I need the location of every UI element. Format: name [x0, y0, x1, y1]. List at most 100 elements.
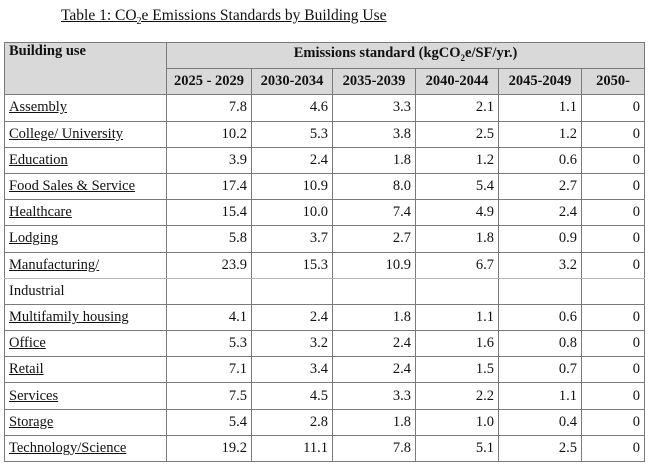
building-use-cell: Industrial: [4, 277, 167, 305]
table-row: College/ University 10.2 5.3 3.8 2.5 1.2 0: [4, 120, 646, 148]
table-row: Multifamily housing 4.1 2.4 1.8 1.1 0.6 0: [4, 303, 646, 332]
emission-value-cell: 19.2: [166, 434, 252, 463]
emission-value-cell: 4.9: [415, 199, 499, 227]
emission-value-cell: 17.4: [166, 172, 252, 201]
emission-value-cell: 1.0: [415, 408, 499, 436]
emission-value-cell: 2.1: [415, 94, 499, 122]
caption-suffix: e Emissions Standards by Building Use: [141, 7, 387, 24]
emission-value-cell: 0: [580, 225, 646, 253]
building-use-cell: Lodging: [4, 225, 167, 253]
header-row-2: 2025 - 2029 2030-2034 2035-2039 2040-204…: [5, 68, 646, 96]
emission-value-cell: 2.7: [332, 225, 416, 253]
emission-value-cell: 2.4: [251, 146, 333, 174]
emission-value-cell: 1.2: [415, 146, 499, 174]
emission-value-cell: 0.9: [498, 225, 582, 253]
emission-value-cell: 8.0: [332, 172, 416, 201]
standard-header-suffix: e/SF/yr.): [465, 44, 518, 61]
emission-value-cell: 2.4: [332, 330, 416, 358]
emission-value-cell: 23.9: [166, 251, 252, 279]
emission-value-cell: 7.8: [166, 94, 252, 122]
emission-value-cell: 2.8: [251, 408, 333, 436]
emission-value-cell: 0: [580, 146, 646, 174]
period-header: 2050-: [580, 68, 646, 96]
table-row: Retail 7.1 3.4 2.4 1.5 0.7 0: [4, 356, 646, 384]
emission-value-cell: 2.2: [415, 382, 499, 410]
emission-value-cell: 11.1: [251, 434, 333, 463]
building-use-cell: Healthcare: [4, 199, 167, 227]
building-use-cell: Multifamily housing: [4, 303, 167, 332]
emission-value-cell: 6.7: [415, 251, 499, 279]
table-caption: Table 1: CO2e Emissions Standards by Bui…: [61, 5, 387, 27]
period-header: 2035-2039: [332, 68, 416, 96]
empty-cell: [415, 277, 499, 305]
empty-cell: [166, 277, 252, 305]
emission-value-cell: 3.7: [251, 225, 333, 253]
emission-value-cell: 3.3: [332, 94, 416, 122]
emission-value-cell: 1.6: [415, 330, 499, 358]
caption-subscript: 2: [136, 16, 142, 28]
emission-value-cell: 0: [580, 120, 646, 148]
building-use-label: Manufacturing/: [9, 256, 100, 273]
building-use-cell: Education: [4, 146, 167, 174]
empty-cell: [498, 277, 582, 305]
emission-value-cell: 3.2: [251, 330, 333, 358]
emission-value-cell: 10.9: [251, 172, 333, 201]
emission-value-cell: 3.3: [332, 382, 416, 410]
emission-value-cell: 3.8: [332, 120, 416, 148]
emission-value-cell: 0.6: [498, 146, 582, 174]
emission-value-cell: 0: [580, 434, 646, 463]
emission-value-cell: 3.9: [166, 146, 252, 174]
emission-value-cell: 0.7: [498, 356, 582, 384]
emission-value-cell: 7.1: [166, 356, 252, 384]
emission-value-cell: 0: [580, 330, 646, 358]
building-use-label: College/ University: [9, 125, 123, 142]
emission-value-cell: 0: [580, 251, 646, 279]
empty-cell: [251, 277, 333, 305]
emission-value-cell: 3.2: [498, 251, 582, 279]
building-use-cell: Manufacturing/: [4, 251, 167, 279]
building-use-cell: Retail: [4, 356, 167, 384]
building-use-label: Services: [9, 387, 59, 404]
table-row: Storage 5.4 2.8 1.8 1.0 0.4 0: [4, 408, 646, 436]
standard-header-prefix: Emissions standard (kgCO: [293, 44, 461, 61]
table-row: Technology/Science 19.2 11.1 7.8 5.1 2.5 0: [4, 434, 646, 463]
emission-value-cell: 4.5: [251, 382, 333, 410]
table-row-continuation: Industrial: [4, 277, 646, 305]
emission-value-cell: 1.8: [415, 225, 499, 253]
emission-value-cell: 2.4: [332, 356, 416, 384]
emission-value-cell: 10.0: [251, 199, 333, 227]
emission-value-cell: 1.1: [498, 382, 582, 410]
building-use-label: Food Sales & Service: [9, 178, 136, 195]
period-header: 2030-2034: [251, 68, 333, 96]
building-use-cell: Technology/Science: [4, 434, 167, 463]
table-row: Assembly 7.8 4.6 3.3 2.1 1.1 0: [4, 94, 646, 122]
building-use-label: Storage: [9, 413, 54, 430]
emission-value-cell: 0.4: [498, 408, 582, 436]
building-use-cell: Food Sales & Service: [4, 172, 167, 201]
emission-value-cell: 10.2: [166, 120, 252, 148]
building-use-cell: Office: [4, 330, 167, 358]
emission-value-cell: 5.3: [166, 330, 252, 358]
building-use-cell: Assembly: [4, 94, 167, 122]
building-use-label: Office: [9, 335, 46, 352]
emission-value-cell: 2.4: [498, 199, 582, 227]
building-use-header: Building use: [4, 41, 167, 96]
building-use-label: Healthcare: [9, 204, 72, 221]
emission-value-cell: 3.4: [251, 356, 333, 384]
building-use-label: Retail: [9, 361, 44, 378]
building-use-label: Multifamily housing: [9, 308, 129, 325]
emission-value-cell: 1.1: [498, 94, 582, 122]
emission-value-cell: 0.8: [498, 330, 582, 358]
table-row: Food Sales & Service 17.4 10.9 8.0 5.4 2.7 0: [4, 172, 646, 201]
emission-value-cell: 2.5: [498, 434, 582, 463]
emission-value-cell: 1.5: [415, 356, 499, 384]
emission-value-cell: 2.4: [251, 303, 333, 332]
emission-value-cell: 7.5: [166, 382, 252, 410]
standard-header-subscript: 2: [460, 52, 466, 63]
table-row: Healthcare 15.4 10.0 7.4 4.9 2.4 0: [4, 199, 646, 227]
emission-value-cell: 5.4: [415, 172, 499, 201]
emission-value-cell: 5.8: [166, 225, 252, 253]
emission-value-cell: 1.8: [332, 303, 416, 332]
emission-value-cell: 10.9: [332, 251, 416, 279]
emission-value-cell: 5.1: [415, 434, 499, 463]
